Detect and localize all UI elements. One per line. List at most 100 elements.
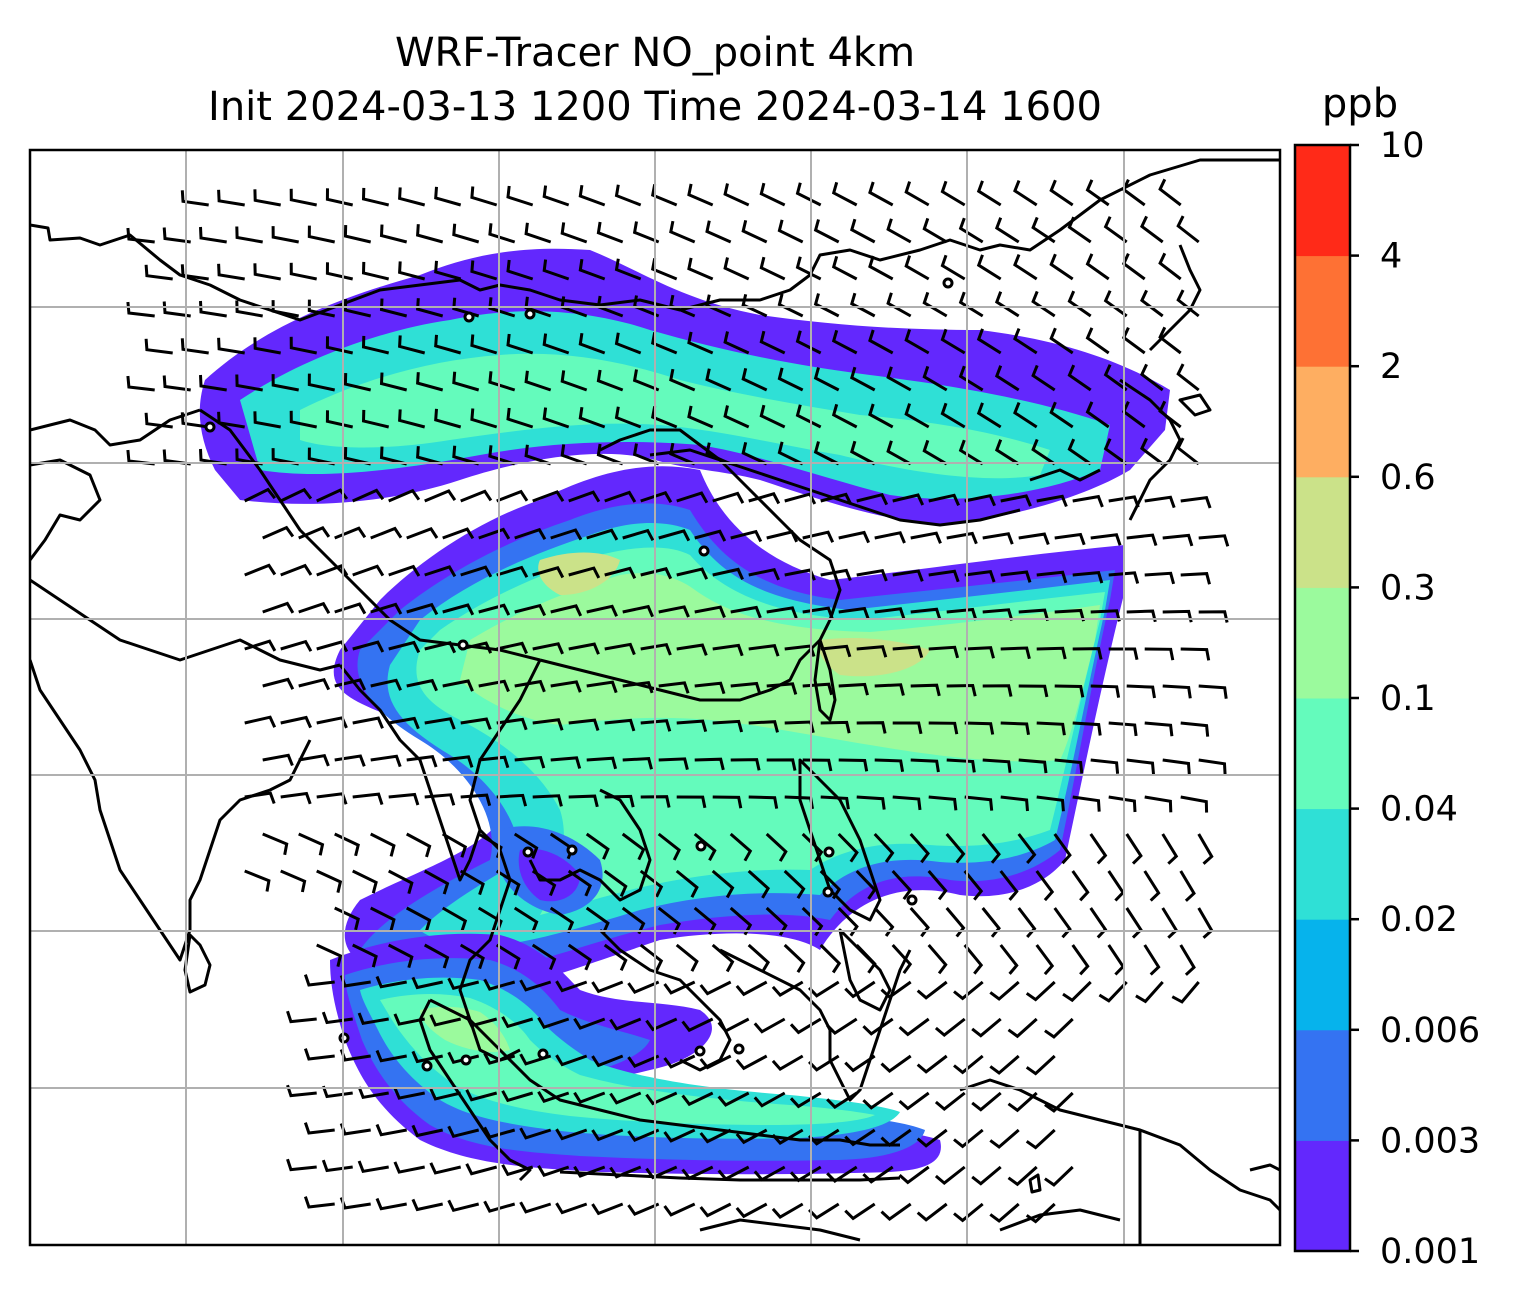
wind-barb xyxy=(639,943,664,972)
wind-barb xyxy=(271,300,299,318)
wind-barb xyxy=(555,1202,588,1215)
wind-barb xyxy=(416,446,444,466)
wind-barb xyxy=(375,1123,407,1137)
wind-barb xyxy=(777,293,804,318)
wind-barb xyxy=(519,1201,552,1214)
wind-barb xyxy=(916,980,948,1000)
wind-barb xyxy=(789,1091,822,1109)
wind-barb xyxy=(357,1160,389,1173)
wind-barb xyxy=(460,565,493,578)
wind-barb xyxy=(393,1161,425,1174)
colorbar-tick-label: 0.001 xyxy=(1380,1232,1480,1272)
wind-barb xyxy=(964,721,995,735)
wind-barb xyxy=(953,1054,984,1075)
wind-barb xyxy=(994,217,1020,244)
wind-barb xyxy=(820,795,850,810)
wind-barb xyxy=(514,755,546,769)
wind-barb xyxy=(1180,572,1211,585)
wind-barb xyxy=(262,525,295,540)
wind-barb xyxy=(375,975,407,989)
wind-barb xyxy=(723,331,750,355)
point-source xyxy=(421,1060,433,1072)
wind-barb xyxy=(989,1054,1020,1075)
chart-title-line2: Init 2024-03-13 1200 Time 2024-03-14 160… xyxy=(208,84,1102,130)
wind-barb xyxy=(280,487,313,503)
wind-barb xyxy=(586,680,618,694)
wind-barb xyxy=(1103,438,1128,466)
wind-barb xyxy=(585,906,610,934)
wind-barb xyxy=(483,1126,516,1139)
wind-barb xyxy=(506,259,534,281)
wind-barb xyxy=(699,1128,732,1144)
wind-barb xyxy=(1103,216,1128,244)
wind-barb xyxy=(370,906,396,931)
wind-barb xyxy=(478,755,510,769)
wind-barb xyxy=(1053,907,1072,939)
wind-barb xyxy=(730,529,763,543)
wind-barb xyxy=(447,1125,480,1139)
wind-barb xyxy=(1108,795,1137,813)
wind-barb xyxy=(434,186,462,207)
colorbar-swatch xyxy=(1295,366,1350,478)
wind-barb xyxy=(591,1128,624,1142)
wind-barb xyxy=(144,412,173,429)
wind-barb xyxy=(596,369,624,392)
wind-barb xyxy=(1044,1165,1074,1187)
wind-barb xyxy=(352,716,384,729)
wind-barb xyxy=(1044,1091,1074,1113)
wind-barb xyxy=(452,445,480,466)
wind-barb xyxy=(687,183,714,207)
wind-barb xyxy=(429,1014,462,1027)
wind-barb xyxy=(1062,980,1092,1003)
wind-barb xyxy=(826,1091,858,1110)
wind-barb xyxy=(262,832,289,856)
wind-barb xyxy=(934,1165,966,1186)
wind-barb xyxy=(542,185,570,207)
wind-barb xyxy=(506,407,534,429)
wind-barb xyxy=(1144,721,1174,737)
wind-barb xyxy=(496,565,529,578)
wind-barb xyxy=(506,333,534,355)
wind-barb xyxy=(856,645,888,658)
colorbar-swatch xyxy=(1295,1140,1350,1252)
wind-barb xyxy=(892,721,923,735)
wind-barb xyxy=(393,1087,425,1100)
wind-barb xyxy=(370,678,402,691)
wind-barb xyxy=(831,329,858,355)
wind-barb xyxy=(711,943,735,973)
wind-barb xyxy=(838,530,870,544)
coastlines xyxy=(30,158,1280,1245)
wind-barb xyxy=(676,643,708,656)
wind-barb xyxy=(964,493,996,507)
wind-barb xyxy=(442,527,475,540)
wind-barb xyxy=(898,1017,930,1037)
wind-barb xyxy=(1018,684,1049,698)
wind-barb xyxy=(307,225,336,244)
wind-barb xyxy=(658,605,690,618)
wind-barb xyxy=(730,681,762,695)
wind-barb xyxy=(946,683,977,697)
wind-barb xyxy=(880,1202,912,1222)
wind-barb xyxy=(964,795,994,811)
wind-barb xyxy=(771,1128,804,1146)
wind-barb xyxy=(537,1090,570,1104)
wind-barb xyxy=(868,181,894,207)
wind-barb xyxy=(1036,570,1068,584)
wind-barb xyxy=(253,337,281,355)
wind-barb xyxy=(813,367,840,392)
wind-barb xyxy=(1158,400,1182,429)
wind-barb xyxy=(735,980,768,997)
wind-barb xyxy=(1180,721,1210,737)
wind-barb xyxy=(307,299,336,318)
wind-barb xyxy=(434,260,462,281)
wind-barb xyxy=(1036,646,1067,660)
wind-barb xyxy=(753,1091,786,1108)
wind-barb xyxy=(1176,289,1200,318)
plume-central-yellow-2 xyxy=(538,552,620,595)
wind-barb xyxy=(550,528,583,541)
wind-barb xyxy=(819,869,842,900)
wind-barb xyxy=(640,795,671,808)
wind-barb xyxy=(235,374,263,392)
wind-barb xyxy=(488,297,516,318)
wind-barb xyxy=(850,218,876,244)
